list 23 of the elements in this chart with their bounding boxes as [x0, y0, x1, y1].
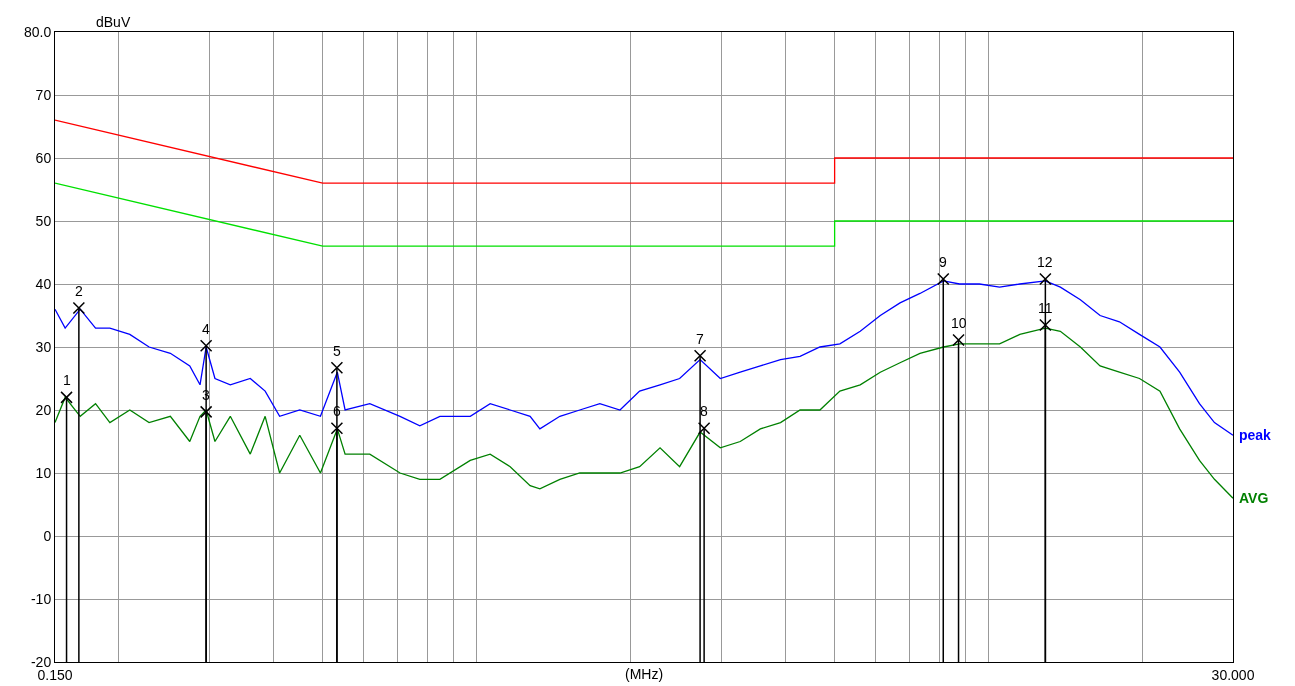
series-label: peak — [1239, 427, 1272, 443]
x-tick-label: 30.000 — [1211, 666, 1255, 683]
annotation: 7 — [696, 331, 704, 347]
y-tick-label: 70 — [35, 86, 52, 103]
annotation: 4 — [202, 321, 210, 337]
annotation: 12 — [1037, 254, 1053, 270]
annotation: 2 — [75, 283, 83, 299]
y-tick-label: 60 — [35, 149, 52, 166]
x-axis-title: (MHz) — [625, 666, 664, 682]
annotation: 10 — [951, 315, 967, 331]
y-tick-label: 40 — [35, 275, 52, 292]
y-tick-label: 10 — [35, 464, 52, 481]
y-tick-label: 80.0 — [23, 23, 52, 40]
y-tick-label: 30 — [35, 338, 52, 355]
series-label: AVG — [1239, 490, 1269, 506]
annotation: 9 — [939, 254, 947, 270]
y-tick-label: 0 — [43, 527, 52, 544]
annotation: 5 — [333, 343, 341, 359]
y-tick-label: 20 — [35, 401, 52, 418]
annotation: 1 — [63, 372, 71, 388]
y-tick-label: 50 — [35, 212, 52, 229]
y-axis-title: dBuV — [96, 14, 131, 30]
y-tick-label: -10 — [30, 590, 52, 607]
